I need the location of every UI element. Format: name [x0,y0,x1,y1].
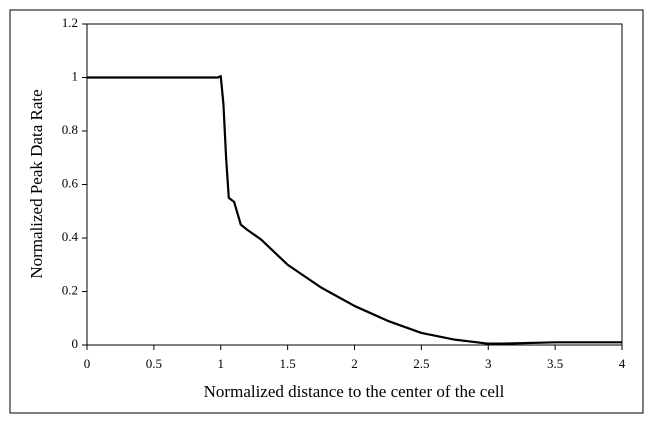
x-tick-label: 2 [351,356,358,371]
x-tick-label: 4 [619,356,626,371]
x-axis-title: Normalized distance to the center of the… [204,382,505,401]
y-tick-label: 0.2 [62,282,78,297]
y-tick-label: 0.8 [62,122,78,137]
data-line [87,75,622,345]
y-tick-label: 0.6 [62,175,79,190]
x-tick-label: 2.5 [413,356,429,371]
x-tick-label: 3.5 [547,356,563,371]
y-tick-label: 1 [72,68,79,83]
x-tick-label: 0 [84,356,91,371]
x-tick-label: 1 [218,356,225,371]
plot-frame [86,23,623,346]
y-axis-title: Normalized Peak Data Rate [27,89,46,278]
x-tick-label: 1.5 [280,356,296,371]
y-tick-label: 1.2 [62,15,78,30]
x-tick-label: 0.5 [146,356,162,371]
chart-frame [9,9,644,414]
y-tick-label: 0.4 [62,229,79,244]
y-tick-label: 0 [72,336,79,351]
x-tick-label: 3 [485,356,492,371]
